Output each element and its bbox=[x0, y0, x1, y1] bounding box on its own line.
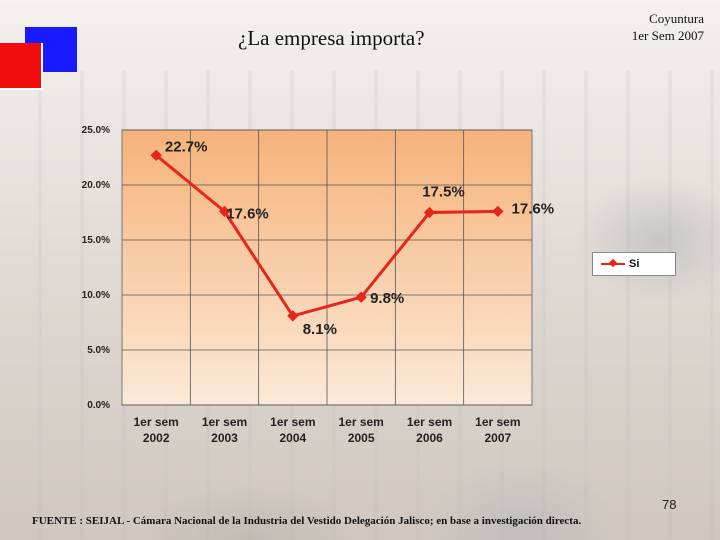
page-number: 78 bbox=[662, 497, 677, 512]
data-label: 17.6% bbox=[512, 200, 555, 217]
data-point bbox=[218, 205, 231, 218]
legend-line-marker-icon bbox=[601, 263, 625, 265]
x-tick-label: 2003 bbox=[211, 431, 238, 445]
x-tick-label: 2004 bbox=[279, 431, 306, 445]
x-tick-label: 1er sem bbox=[475, 415, 520, 429]
data-label: 8.1% bbox=[303, 321, 337, 338]
corner-label: Coyuntura 1er Sem 2007 bbox=[594, 10, 704, 44]
data-point bbox=[287, 310, 299, 322]
data-label: 9.8% bbox=[370, 290, 404, 307]
data-label: 17.6% bbox=[226, 205, 269, 222]
x-tick-label: 2006 bbox=[416, 431, 443, 445]
y-tick-label: 10.0% bbox=[82, 290, 110, 301]
x-tick-label: 1er sem bbox=[270, 415, 315, 429]
y-tick-label: 5.0% bbox=[87, 345, 110, 356]
x-tick-label: 2005 bbox=[348, 431, 375, 445]
x-tick-label: 1er sem bbox=[338, 415, 383, 429]
x-tick-label: 2002 bbox=[143, 431, 170, 445]
data-point bbox=[355, 291, 367, 303]
data-label: 17.5% bbox=[422, 184, 465, 201]
x-tick-label: 1er sem bbox=[133, 415, 178, 429]
corner-label-line2: 1er Sem 2007 bbox=[631, 28, 704, 43]
y-tick-label: 15.0% bbox=[82, 235, 110, 246]
data-point bbox=[492, 205, 504, 218]
slide-title: ¿La empresa importa? bbox=[238, 26, 425, 50]
y-tick-label: 0.0% bbox=[87, 400, 110, 411]
x-tick-label: 2007 bbox=[484, 431, 511, 445]
chart-legend: Si bbox=[592, 252, 676, 276]
x-tick-label: 1er sem bbox=[407, 415, 452, 429]
red-square-decoration bbox=[0, 43, 43, 90]
y-tick-label: 20.0% bbox=[82, 180, 110, 191]
corner-label-line1: Coyuntura bbox=[649, 11, 704, 26]
series-line-si bbox=[155, 154, 498, 318]
legend-label: Si bbox=[629, 258, 640, 270]
data-point bbox=[423, 206, 436, 219]
y-tick-label: 25.0% bbox=[82, 125, 110, 136]
x-tick-label: 1er sem bbox=[202, 415, 247, 429]
data-label: 22.7% bbox=[165, 138, 208, 155]
source-note: FUENTE : SEIJAL - Cámara Nacional de la … bbox=[32, 515, 582, 527]
data-point bbox=[150, 149, 162, 161]
